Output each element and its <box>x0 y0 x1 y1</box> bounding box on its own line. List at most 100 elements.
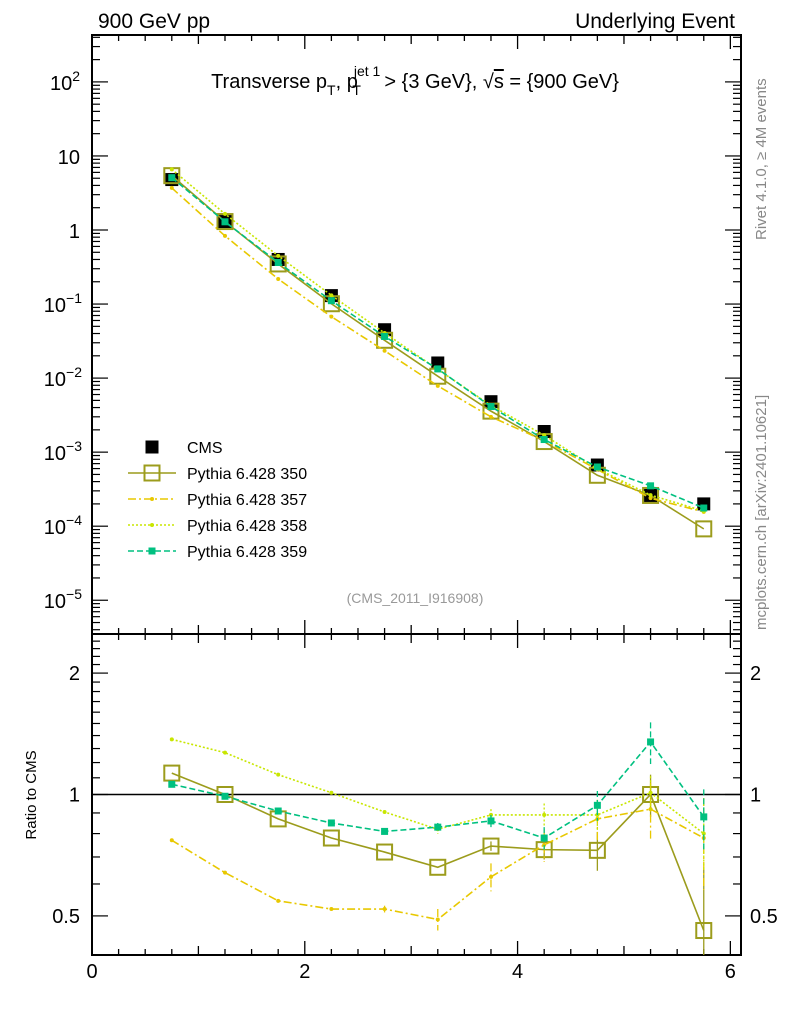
ratio-ylabel: Ratio to CMS <box>23 750 40 839</box>
y-tick-label: 10−4 <box>44 512 82 539</box>
series-358-ratio-point <box>329 790 334 795</box>
series-358-ratio-point <box>701 831 706 836</box>
series-359-ratio-point <box>168 780 176 788</box>
series-357-ratio-point <box>329 907 334 912</box>
series-358-main-point <box>169 167 174 172</box>
series-359-main-point <box>168 174 176 182</box>
series-359-main-point <box>434 365 442 373</box>
series-359-ratio-point <box>221 792 229 800</box>
x-tick-label: 4 <box>512 961 523 983</box>
series-357-ratio-point <box>542 842 547 847</box>
series-357-ratio-point <box>276 898 281 903</box>
series-357-ratio-point <box>488 874 493 879</box>
series-357-ratio-point <box>435 917 440 922</box>
series-359-main-point <box>540 436 548 444</box>
series-358-ratio-point <box>542 812 547 817</box>
y-tick-label: 10−3 <box>44 438 82 465</box>
series-359-ratio-point <box>434 823 442 831</box>
legend-marker <box>143 464 161 482</box>
series-357-main-point <box>382 348 387 353</box>
series-357-main-point <box>329 314 334 319</box>
x-tick-label: 0 <box>86 961 97 983</box>
series-359-ratio-point <box>327 819 335 827</box>
y-tick-label: 1 <box>69 221 80 243</box>
series-357-main-point <box>222 233 227 238</box>
series-358-main-point <box>276 253 281 258</box>
y-tick-label: 10−1 <box>44 290 82 317</box>
series-359-ratio-point <box>647 738 655 746</box>
series-358-main-point <box>329 293 334 298</box>
series-357-ratio-point <box>222 870 227 875</box>
ratio-y-tick-label: 1 <box>69 785 80 807</box>
series-359-ratio-point <box>381 827 389 835</box>
legend: CMS Pythia 6.428 350 Pythia 6.428 357 Pythi… <box>128 440 307 561</box>
series-350-ratio-point <box>163 764 181 782</box>
x-tick-label: 6 <box>725 961 736 983</box>
series-359-ratio-point <box>540 834 548 842</box>
series-359-ratio-point <box>700 813 708 821</box>
series-357-main-point <box>169 185 174 190</box>
series-358-ratio-line <box>171 738 705 835</box>
series-357-main-line <box>171 187 704 513</box>
legend-marker-cms <box>145 440 159 454</box>
series-350-ratio-point <box>376 843 394 861</box>
series-357-main-point <box>276 276 281 281</box>
series-358-main-point <box>222 211 227 216</box>
ratio-y-tick-label-right: 2 <box>750 663 761 685</box>
legend-marker <box>150 497 154 501</box>
legend-marker <box>150 523 154 527</box>
series-359-main-point <box>487 403 495 411</box>
series-359-ratio-point <box>487 817 495 825</box>
series-350-ratio-point <box>482 837 500 855</box>
x-tick-label: 2 <box>299 961 310 983</box>
series-359-main-point <box>647 482 655 490</box>
series-359-main-point <box>700 504 708 512</box>
series-358-main-point <box>648 493 653 498</box>
series-358-main-line <box>171 168 704 512</box>
header-left: 900 GeV pp <box>98 10 210 33</box>
y-tick-label: 10−5 <box>44 586 82 613</box>
series-350-ratio-point <box>322 829 340 847</box>
series-357-ratio-point <box>169 838 174 843</box>
series-350-ratio-point <box>588 841 606 859</box>
series-359-ratio-point <box>274 807 282 815</box>
series-357-ratio-point <box>382 907 387 912</box>
series-358-ratio-point <box>169 737 174 742</box>
legend-label-cms: CMS <box>187 440 223 457</box>
legend-label: Pythia 6.428 357 <box>187 492 307 509</box>
series-359-main-line <box>171 177 705 509</box>
series-350-ratio-line <box>171 772 705 931</box>
series-358-ratio-point <box>382 809 387 814</box>
ratio-y-tick-label: 2 <box>69 663 80 685</box>
rivet-label: Rivet 4.1.0, ≥ 4M events <box>753 78 770 240</box>
series-359-main-point <box>274 259 282 267</box>
series-359-main-point <box>327 297 335 305</box>
series-358-ratio-point <box>222 750 227 755</box>
series-359-main-point <box>221 218 229 226</box>
series-359-main-point <box>593 463 601 471</box>
y-tick-label: 10 <box>58 147 80 169</box>
series-359-main-point <box>381 332 389 340</box>
series-350-ratio-point <box>429 858 447 876</box>
y-tick-label: 10−2 <box>44 364 82 391</box>
series-350-main-point <box>695 520 713 538</box>
legend-marker <box>148 547 156 555</box>
series-357-main-point <box>435 383 440 388</box>
analysis-label: (CMS_2011_I916908) <box>347 590 484 606</box>
legend-label: Pythia 6.428 359 <box>187 544 307 561</box>
mcplots-label: mcplots.cern.ch [arXiv:2401.10621] <box>753 395 770 630</box>
series-359-ratio-point <box>593 801 601 809</box>
ratio-y-tick-label: 0.5 <box>52 906 80 928</box>
legend-label: Pythia 6.428 358 <box>187 518 307 535</box>
series-350-ratio-point <box>695 922 713 940</box>
series-350-main-line <box>171 175 705 530</box>
header-right: Underlying Event <box>575 10 735 33</box>
series-358-ratio-point <box>648 790 653 795</box>
series-357-main-point <box>648 496 653 501</box>
ratio-y-tick-label-right: 0.5 <box>750 906 778 928</box>
ratio-y-tick-label-right: 1 <box>750 785 761 807</box>
series-358-ratio-point <box>276 772 281 777</box>
series-357-main-point <box>488 414 493 419</box>
